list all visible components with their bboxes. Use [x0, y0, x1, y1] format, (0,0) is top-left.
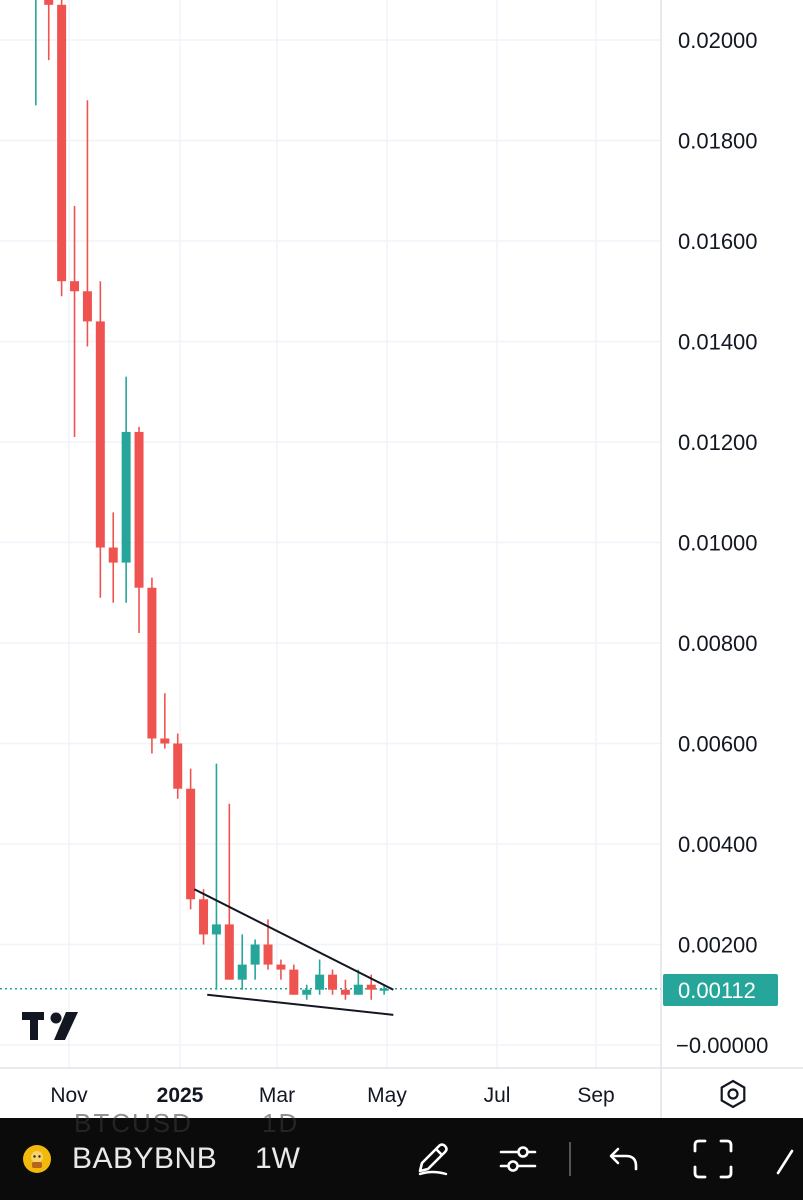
y-tick-label: 0.01200: [678, 430, 758, 455]
y-tick-label: −0.00000: [676, 1033, 768, 1058]
chart-grid: [0, 0, 661, 1068]
y-tick-label: 0.00600: [678, 732, 758, 757]
candle: [237, 934, 247, 990]
candle-body: [147, 587, 157, 739]
interval-text: 1W: [255, 1142, 300, 1175]
candle-body: [160, 738, 170, 744]
candle: [199, 889, 209, 945]
candle: [173, 733, 183, 799]
candle-body: [199, 899, 209, 935]
candle-body: [173, 743, 183, 789]
candle-body: [211, 924, 221, 935]
current-price-label: 0.00112: [663, 974, 778, 1006]
candle: [263, 919, 273, 970]
x-tick-label: Jul: [484, 1084, 511, 1107]
candle: [379, 984, 389, 995]
pencil-draw-icon[interactable]: [412, 1118, 452, 1200]
candle-body: [315, 974, 325, 990]
candle: [44, 0, 54, 61]
symbol-avatar-icon[interactable]: [22, 1118, 52, 1200]
candle: [328, 969, 338, 995]
candle-body: [340, 989, 350, 995]
candle-body: [237, 964, 247, 980]
candle-body: [44, 0, 54, 5]
sliders-icon[interactable]: [498, 1118, 538, 1200]
y-tick-label: 0.01000: [678, 531, 758, 556]
candle: [160, 693, 170, 749]
x-tick-label: May: [367, 1084, 407, 1107]
y-tick-label: 0.01800: [678, 129, 758, 154]
candle: [82, 100, 92, 347]
candle: [147, 577, 157, 754]
candle: [340, 979, 350, 1000]
trendline[interactable]: [207, 993, 394, 1016]
candle-body: [108, 547, 118, 563]
ghost-interval-text: 1D: [262, 1108, 300, 1138]
candle: [95, 281, 105, 598]
y-tick-label: 0.01600: [678, 229, 758, 254]
undo-arrow-icon[interactable]: [606, 1118, 642, 1200]
candle-body: [366, 984, 376, 990]
trendline-drawings[interactable]: [193, 888, 394, 1016]
candle-body: [186, 788, 196, 900]
candlestick-series: [35, 0, 389, 1000]
candle-body: [276, 964, 286, 970]
candle-body: [121, 431, 131, 563]
candle: [315, 959, 325, 995]
candle: [276, 959, 286, 980]
y-tick-label: 0.02000: [678, 28, 758, 53]
time-axis[interactable]: Nov 2025 Mar May Jul Sep: [50, 1084, 614, 1107]
candle: [186, 768, 196, 910]
candle-body: [379, 988, 389, 991]
price-chart[interactable]: 0.02000 0.01800 0.01600 0.01400 0.01200 0.010…: [0, 0, 803, 1118]
candle: [121, 376, 131, 603]
more-icon[interactable]: [776, 1118, 796, 1200]
candle: [353, 969, 363, 995]
ghost-symbol-text: BTCUSD: [74, 1108, 193, 1138]
price-axis[interactable]: 0.02000 0.01800 0.01600 0.01400 0.01200 0.010…: [676, 28, 768, 1058]
y-tick-label: 0.00400: [678, 832, 758, 857]
current-price-badge: [663, 974, 778, 1006]
candle: [70, 205, 80, 437]
candle-body: [134, 431, 144, 588]
x-tick-label: 2025: [157, 1084, 204, 1107]
candle-body: [302, 989, 312, 995]
candle: [289, 964, 299, 995]
symbol-text: BABYBNB: [72, 1142, 218, 1175]
candle-body: [95, 321, 105, 548]
candle-body: [263, 944, 273, 965]
trendline[interactable]: [193, 888, 394, 991]
candle-body: [353, 984, 363, 995]
y-tick-label: 0.00800: [678, 631, 758, 656]
x-tick-label: Nov: [50, 1084, 88, 1107]
interval-button[interactable]: 1W: [255, 1118, 300, 1200]
y-tick-label: 0.01400: [678, 330, 758, 355]
candle: [35, 0, 37, 106]
symbol-button[interactable]: BABYBNB: [72, 1118, 217, 1200]
tradingview-logo[interactable]: [22, 1012, 78, 1040]
candle: [57, 0, 67, 297]
candle: [134, 426, 144, 633]
candle: [108, 512, 118, 603]
candle-body: [328, 974, 338, 990]
candle-body: [82, 291, 92, 322]
current-price-text: 0.00112: [678, 978, 756, 1003]
x-tick-label: Sep: [577, 1084, 614, 1107]
candle: [250, 939, 260, 980]
candle-body: [70, 281, 80, 292]
toolbar-divider: [569, 1118, 571, 1200]
candle-body: [289, 969, 299, 995]
candle-body: [57, 4, 67, 282]
bottom-toolbar: BTCUSD 1D BABYBNB 1W: [0, 1108, 803, 1200]
x-tick-label: Mar: [259, 1084, 295, 1107]
settings-hexagon-icon[interactable]: [720, 1079, 746, 1109]
candle: [211, 763, 221, 990]
candle: [302, 984, 312, 1000]
candle-body: [250, 944, 260, 965]
candle: [224, 803, 234, 980]
candle-body: [224, 924, 234, 980]
y-tick-label: 0.00200: [678, 933, 758, 958]
fullscreen-icon[interactable]: [692, 1118, 734, 1200]
